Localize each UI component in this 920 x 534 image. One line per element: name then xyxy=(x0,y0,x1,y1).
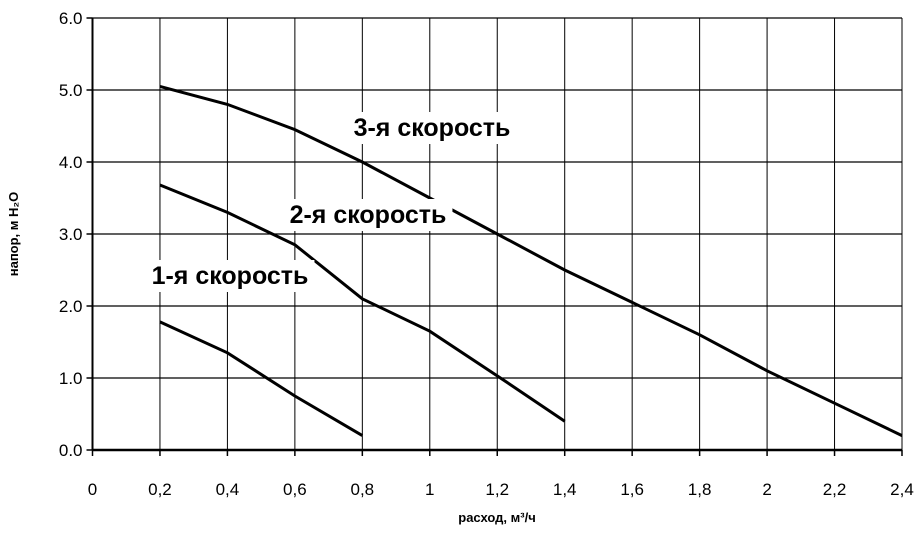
y-tick-label: 5.0 xyxy=(59,81,83,100)
series-label-bg xyxy=(145,260,315,292)
series-line xyxy=(159,183,566,423)
x-tick-label: 0 xyxy=(88,480,97,499)
series-line xyxy=(159,320,364,437)
x-tick-label: 1,6 xyxy=(620,480,644,499)
y-tick-label: 2.0 xyxy=(59,297,83,316)
x-tick-label: 1,4 xyxy=(553,480,577,499)
y-axis-label: напор, м H₂O xyxy=(6,192,21,277)
x-tick-label: 2,4 xyxy=(890,480,914,499)
y-tick-label: 0.0 xyxy=(59,441,83,460)
series-label-bg xyxy=(347,112,517,144)
y-tick-label: 1.0 xyxy=(59,369,83,388)
x-tick-label: 1,2 xyxy=(485,480,509,499)
x-tick-label: 2,2 xyxy=(823,480,847,499)
x-tick-label: 1,8 xyxy=(688,480,712,499)
y-tick-label: 3.0 xyxy=(59,225,83,244)
x-tick-label: 0,6 xyxy=(283,480,307,499)
x-tick-label: 0,8 xyxy=(351,480,375,499)
x-tick-label: 0,2 xyxy=(148,480,172,499)
x-tick-label: 1 xyxy=(425,480,434,499)
series-line xyxy=(159,84,903,437)
series-label: 2-я скорость xyxy=(290,201,447,229)
series-label-bg xyxy=(283,199,453,231)
series-label: 3-я скорость xyxy=(354,114,511,142)
y-tick-label: 4.0 xyxy=(59,153,83,172)
x-tick-label: 0,4 xyxy=(216,480,240,499)
y-tick-label: 6.0 xyxy=(59,9,83,28)
x-axis-label: расход, м³/ч xyxy=(458,510,536,525)
x-tick-label: 2 xyxy=(762,480,771,499)
series-label: 1-я скорость xyxy=(152,262,309,290)
